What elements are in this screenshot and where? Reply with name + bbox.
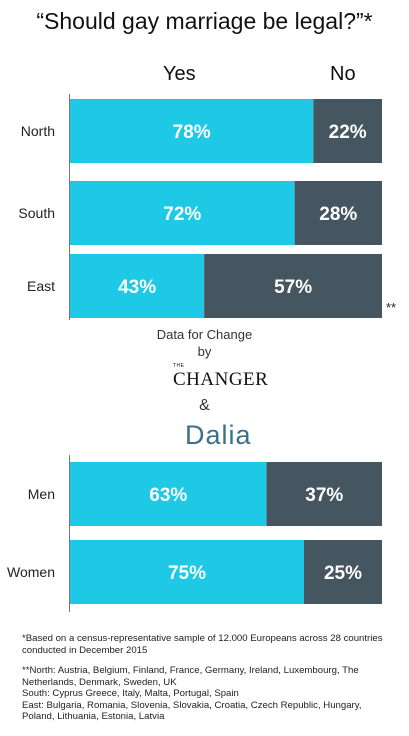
bar-yes-east [70,254,205,318]
category-label-east: East [27,278,55,294]
data-label-yes-women: 75% [168,563,206,584]
data-label-no-south: 28% [319,204,357,225]
column-header-no: No [330,63,356,85]
footnotes: *Based on a census-representative sample… [22,633,394,723]
category-label-women: Women [7,564,55,580]
bar-no-women [304,540,382,604]
footnote-sample: *Based on a census-representative sample… [22,633,383,656]
bar-no-north [313,99,382,163]
bar-no-east [204,254,382,318]
bar-yes-north [70,99,314,163]
column-header-yes: Yes [163,63,196,85]
bar-no-south [294,181,382,245]
east-footnote-marker: ** [386,300,397,315]
data-label-no-north: 22% [329,122,367,143]
changer-logo-the: THE [173,363,185,369]
data-label-yes-east: 43% [118,277,156,298]
dalia-logo: Dalia [185,420,252,450]
data-label-no-women: 25% [324,563,362,584]
category-label-north: North [21,123,55,139]
data-label-yes-men: 63% [149,485,187,506]
data-label-yes-north: 78% [173,122,211,143]
data-label-yes-south: 72% [163,204,201,225]
bar-yes-women [70,540,304,604]
data-label-no-men: 37% [305,485,343,506]
changer-logo: CHANGER [173,369,269,390]
bar-no-men [266,462,382,526]
footnote-south: South: Cyprus Greece, Italy, Malta, Port… [22,688,239,699]
bar-yes-men [70,462,267,526]
footnote-north: **North: Austria, Belgium, Finland, Fran… [22,665,359,688]
category-label-men: Men [28,486,55,502]
category-label-south: South [18,205,55,221]
chart-title: “Should gay marriage be legal?”* [36,8,373,34]
sponsor-by: by [197,344,212,359]
data-label-no-east: 57% [274,277,312,298]
sponsor-ampersand: & [199,397,210,414]
sponsor-caption: Data for Change [156,327,253,342]
bar-yes-south [70,181,295,245]
footnote-east: East: Bulgaria, Romania, Slovenia, Slova… [22,699,362,723]
